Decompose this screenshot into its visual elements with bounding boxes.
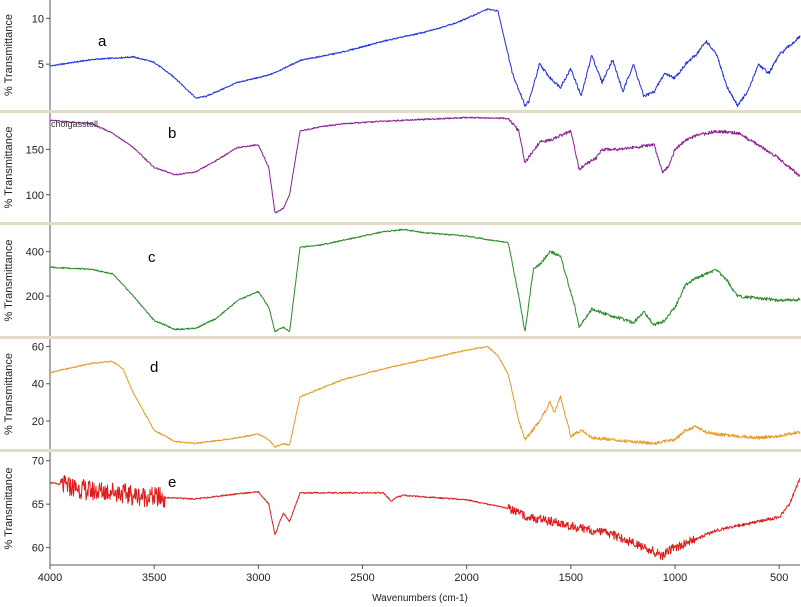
y-tick-label: 400 — [26, 247, 44, 259]
x-tick-label: 3500 — [142, 572, 166, 584]
y-tick-label: 60 — [32, 341, 44, 353]
x-axis-label: Wavenumbers (cm-1) — [372, 593, 468, 604]
y-axis-label: % Transmittance — [3, 240, 15, 322]
x-tick-label: 4000 — [38, 572, 62, 584]
panel-separator — [0, 336, 801, 339]
x-tick-label: 2500 — [350, 572, 374, 584]
panel-letter: b — [168, 125, 176, 142]
panel-separator — [0, 110, 801, 113]
series-line-c — [49, 228, 801, 333]
panel-separator — [0, 449, 801, 452]
y-tick-label: 100 — [26, 190, 44, 202]
y-tick-label: 200 — [26, 291, 44, 303]
y-tick-label: 5 — [38, 59, 44, 71]
panel-c: 200 400 % Transmittance c — [0, 225, 801, 339]
panel-separator — [0, 222, 801, 225]
panel-letter: a — [98, 33, 107, 50]
x-axis: 4000 3500 3000 2500 2000 1500 1000 500 — [38, 564, 800, 584]
y-axis-label: % Transmittance — [3, 127, 15, 209]
series-line-d — [49, 345, 801, 448]
panel-letter: c — [148, 249, 156, 266]
series-line-b — [50, 116, 801, 214]
panels-layer: 5 10 % Transmittance a 100 150 % Transmittance… — [0, 0, 801, 565]
panel-b: 100 150 % Transmittance b cholgasstoll — [0, 113, 801, 225]
y-tick-label: 60 — [32, 543, 44, 555]
x-tick-label: 1000 — [663, 572, 687, 584]
x-tick-label: 3000 — [246, 572, 270, 584]
panel-note: cholgasstoll — [51, 119, 98, 129]
y-tick-label: 65 — [32, 499, 44, 511]
series-line-e — [50, 475, 801, 561]
panel-d: 20 40 60 % Transmittance d — [0, 339, 801, 452]
panel-e: 60 65 70 % Transmittance e — [3, 452, 801, 565]
x-tick-label: 1500 — [559, 572, 583, 584]
panel-letter: e — [168, 474, 176, 491]
x-tick-label: 500 — [770, 572, 788, 584]
panel-a: 5 10 % Transmittance a — [0, 0, 801, 113]
y-tick-label: 150 — [26, 144, 44, 156]
y-axis-label: % Transmittance — [3, 14, 15, 96]
y-tick-label: 40 — [32, 379, 44, 391]
y-axis-label: % Transmittance — [3, 353, 15, 435]
y-axis-label: % Transmittance — [3, 468, 15, 550]
series-line-a — [49, 8, 801, 108]
panel-letter: d — [150, 359, 158, 376]
x-tick-label: 2000 — [454, 572, 478, 584]
y-tick-label: 10 — [32, 13, 44, 25]
y-tick-label: 70 — [32, 456, 44, 468]
y-tick-label: 20 — [32, 416, 44, 428]
